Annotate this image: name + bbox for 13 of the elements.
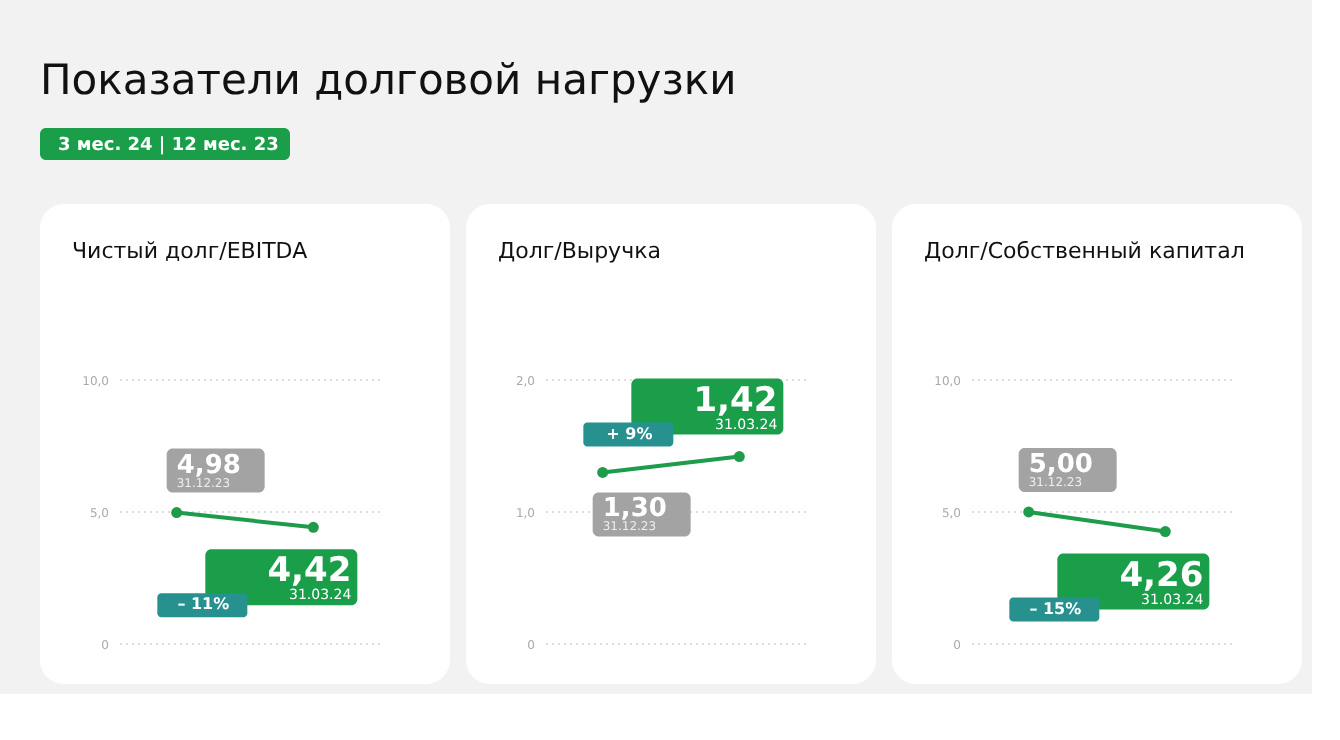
annotation: + 9%	[606, 424, 653, 443]
text: Показатели долговой нагрузки	[40, 56, 737, 104]
data-label: 4,42	[267, 551, 352, 592]
data-label: 4,26	[1119, 555, 1204, 596]
chart-title: Долг/Собственный капитал	[924, 238, 1245, 264]
annotation: – 11%	[177, 595, 230, 614]
data-label: 4,98	[176, 450, 241, 481]
data-label: 1,42	[693, 380, 778, 421]
annotation: – 15%	[1029, 599, 1082, 618]
chart-title: Долг/Выручка	[498, 238, 661, 264]
data-label: 5,00	[1028, 450, 1093, 480]
chart-title: Чистый долг/EBITDA	[72, 238, 309, 264]
text: 3 мес. 24 | 12 мес. 23	[58, 136, 279, 156]
